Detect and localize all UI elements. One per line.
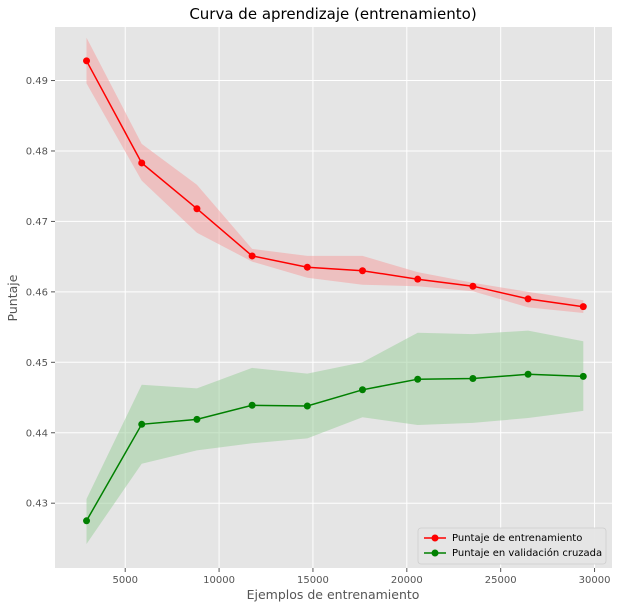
legend-marker-training: [431, 534, 439, 542]
data-point: [193, 415, 201, 423]
series-lines: [85, 60, 584, 522]
data-point: [138, 159, 146, 167]
data-point: [579, 303, 587, 311]
data-point: [414, 375, 422, 383]
data-point: [359, 267, 367, 275]
data-point: [524, 295, 532, 303]
y-tick-label: 0.46: [26, 287, 48, 298]
data-point: [193, 205, 201, 213]
x-tick-labels: 5000 10000 15000 20000 25000 30000: [112, 568, 610, 586]
x-tick-label: 25000: [485, 575, 517, 586]
y-tick-labels: 0.43 0.44 0.45 0.46 0.47 0.48 0.49: [26, 76, 55, 510]
y-tick-label: 0.49: [26, 76, 48, 87]
data-point: [359, 386, 367, 394]
y-tick-label: 0.45: [26, 358, 48, 369]
data-point: [414, 275, 422, 283]
confidence-bands: [86, 37, 584, 544]
legend: Puntaje de entrenamiento Puntaje en vali…: [417, 527, 607, 565]
data-point: [524, 370, 532, 378]
confidence-band-0: [86, 37, 584, 313]
y-axis-label: Puntaje: [5, 274, 20, 321]
x-tick-label: 5000: [112, 575, 137, 586]
data-point: [579, 372, 587, 380]
x-tick-label: 15000: [297, 575, 329, 586]
x-tick-label: 30000: [579, 575, 611, 586]
x-tick-label: 10000: [203, 575, 235, 586]
data-point: [248, 252, 256, 260]
legend-marker-validation: [431, 549, 439, 557]
series-line-0: [85, 60, 584, 308]
y-tick-label: 0.44: [26, 428, 48, 439]
confidence-band-1: [86, 330, 584, 544]
data-point: [469, 282, 477, 290]
data-point: [138, 420, 146, 428]
x-axis-label: Ejemplos de entrenamiento: [247, 587, 420, 602]
data-point: [248, 401, 256, 409]
series-points: [83, 57, 587, 525]
legend-box: [417, 527, 607, 565]
x-tick-label: 20000: [391, 575, 423, 586]
y-tick-label: 0.47: [26, 217, 48, 228]
data-point: [469, 375, 477, 383]
chart-title: Curva de aprendizaje (entrenamiento): [189, 5, 476, 23]
data-point: [83, 517, 91, 525]
series-line-1: [85, 373, 584, 522]
data-point: [83, 57, 91, 65]
data-point: [303, 402, 311, 410]
data-point: [303, 263, 311, 271]
legend-label-training: Puntaje de entrenamiento: [452, 533, 582, 544]
legend-label-validation: Puntaje en validación cruzada: [452, 547, 602, 559]
y-tick-label: 0.43: [26, 499, 48, 510]
y-tick-label: 0.48: [26, 146, 48, 157]
